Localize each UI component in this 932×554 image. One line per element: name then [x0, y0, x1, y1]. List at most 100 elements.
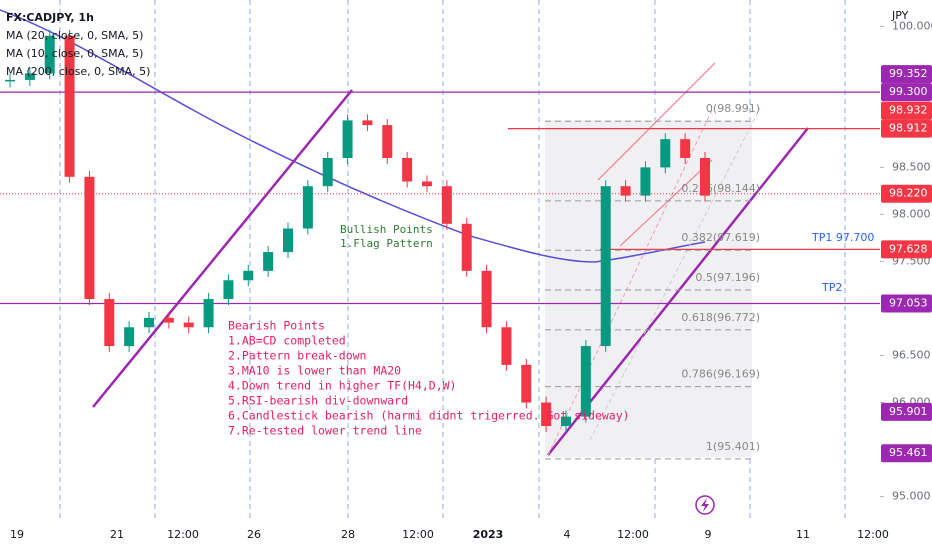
- price-tag-label: 99.300: [889, 85, 928, 98]
- x-tick-label: 19: [10, 528, 24, 541]
- target: TP2: [821, 281, 842, 294]
- legend-item: MA (10, close, 0, SMA, 5): [6, 47, 143, 60]
- ma200: [0, 9, 706, 263]
- price-tag-label: 98.912: [889, 122, 928, 135]
- trend-line: [547, 127, 809, 456]
- time-axis: [0, 521, 880, 550]
- candle: [104, 299, 115, 347]
- x-tick-label: 12:00: [167, 528, 199, 541]
- price-tag: [881, 83, 932, 102]
- price-tag: [881, 65, 932, 84]
- candle: [322, 157, 333, 187]
- channel-line: [619, 159, 713, 247]
- price-tag-label: 98.932: [889, 104, 928, 117]
- event-icon[interactable]: [701, 498, 709, 512]
- target: TP1 97.700: [811, 231, 874, 244]
- candle: [700, 157, 710, 196]
- candle: [64, 35, 75, 177]
- currency: JPY: [891, 9, 909, 22]
- candle: [283, 228, 293, 253]
- candle: [203, 299, 214, 328]
- bearish-note: 3.MA10 is lower than MA20: [228, 364, 401, 378]
- fib-label: 0.382(97.619): [681, 231, 760, 244]
- plot: 0(98.991) 0.236(98.144) 0.382(97.619) 0.5(9…: [0, 29, 880, 460]
- trend-line: [92, 89, 353, 408]
- fib-label: 0.786(96.169): [681, 368, 760, 381]
- candle: [223, 280, 234, 300]
- fib-label: 0.5(97.196): [695, 271, 760, 284]
- candle: [461, 223, 472, 271]
- candle: [44, 35, 55, 74]
- candle: [183, 322, 194, 328]
- legend-item: MA (20, close, 0, SMA, 5): [6, 29, 143, 42]
- bullish-note: Bullish Points: [340, 223, 433, 236]
- x-tick-label: 9: [705, 528, 712, 541]
- candle: [84, 176, 95, 300]
- bearish-note: 7.Re-tested lower trend line: [228, 424, 422, 438]
- x-tick-label: 28: [341, 528, 355, 541]
- price-tag: [881, 444, 932, 463]
- price-tag-label: 97.053: [889, 296, 928, 309]
- x-tick-label: 26: [247, 528, 261, 541]
- x-tick-label: 21: [110, 528, 124, 541]
- fib-label: 0.236(98.144): [681, 182, 760, 195]
- x-tick-label: 4: [564, 528, 571, 541]
- candle: [640, 167, 651, 196]
- candle: [680, 139, 691, 158]
- x-tick-label: 11: [796, 528, 810, 541]
- price-tag: [881, 184, 932, 203]
- symbol: FX:CADJPY, 1h: [6, 11, 94, 24]
- candle: [342, 120, 353, 158]
- candle: [382, 125, 393, 158]
- y-tick-label: 95.000: [892, 490, 931, 503]
- candle: [660, 139, 671, 168]
- candle: [402, 157, 413, 182]
- legend-item: MA (200, close, 0, SMA, 5): [6, 65, 150, 78]
- fib-label: 0.618(96.772): [681, 311, 760, 324]
- price-tag-label: 98.220: [889, 187, 928, 200]
- candle: [163, 317, 174, 323]
- price-tag-label: 95.461: [889, 446, 928, 459]
- candle: [5, 79, 15, 82]
- channel-line: [547, 109, 713, 456]
- candle: [620, 186, 631, 196]
- candle: [362, 120, 373, 126]
- price-tag: [881, 294, 932, 313]
- price-tag: [881, 240, 932, 259]
- price-tag: [881, 101, 932, 120]
- price-tag-label: 97.628: [889, 242, 928, 255]
- y-tick-label: 100.000: [892, 19, 932, 32]
- candle: [441, 186, 452, 224]
- bearish-note: 2.Pattern break-down: [228, 349, 366, 363]
- price-tag: [881, 402, 932, 421]
- x-tick-label: 12:00: [402, 528, 434, 541]
- y-tick-label: 98.500: [892, 160, 931, 173]
- candle: [541, 402, 552, 427]
- candle: [263, 252, 274, 271]
- fib-label: 0(98.991): [706, 102, 760, 115]
- y-tick-label: 96.500: [892, 348, 931, 361]
- bullish-note: 1.Flag Pattern: [340, 237, 433, 250]
- channel-line: [589, 107, 761, 441]
- price-tag-label: 95.901: [889, 405, 928, 418]
- candle: [501, 327, 512, 365]
- x-tick-label: 12:00: [857, 528, 889, 541]
- x-tick-label: 12:00: [617, 528, 649, 541]
- x-tick-label: 2023: [473, 528, 504, 541]
- price-tag: [881, 119, 932, 138]
- price-tag-label: 99.352: [889, 67, 928, 80]
- candle: [243, 270, 254, 281]
- candle: [580, 346, 591, 417]
- candle: [481, 270, 492, 328]
- candle: [422, 181, 432, 187]
- bearish-note: Bearish Points: [228, 319, 325, 333]
- candle: [561, 416, 571, 427]
- candle: [144, 317, 154, 328]
- y-tick-label: 98.000: [892, 207, 931, 220]
- bearish-note: 4.Down trend in higher TF(H4,D,W): [228, 379, 456, 393]
- candle: [302, 186, 313, 229]
- candle: [600, 186, 611, 347]
- candle: [24, 73, 35, 80]
- candle: [521, 364, 532, 403]
